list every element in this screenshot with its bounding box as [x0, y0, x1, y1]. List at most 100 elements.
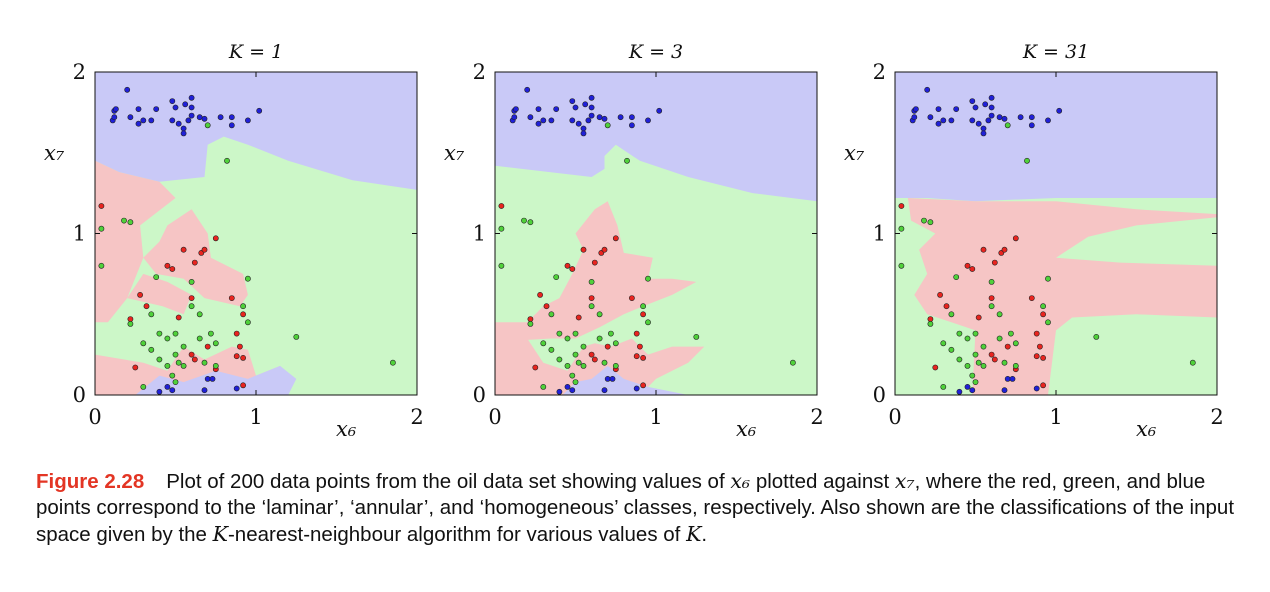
- point-homogeneous: [969, 387, 976, 394]
- y-tick-label: 1: [473, 222, 486, 246]
- point-laminar: [137, 291, 143, 298]
- y-axis-label: x₇: [44, 141, 65, 165]
- point-annular: [953, 274, 960, 280]
- point-homogeneous: [256, 107, 263, 114]
- caption-math: x₆: [730, 469, 751, 493]
- point-laminar: [1037, 343, 1043, 350]
- region-homogeneous: [895, 72, 1217, 202]
- plot-title: K = 1: [228, 41, 283, 63]
- x-axis-label: x₆: [1136, 417, 1157, 441]
- point-annular: [548, 346, 555, 353]
- point-homogeneous: [980, 125, 987, 132]
- point-homogeneous: [1056, 107, 1063, 114]
- point-annular: [612, 340, 619, 347]
- point-homogeneous: [580, 130, 587, 137]
- point-annular: [156, 330, 163, 337]
- point-laminar: [498, 203, 505, 209]
- point-homogeneous: [972, 104, 979, 111]
- point-homogeneous: [188, 94, 195, 101]
- point-annular: [996, 335, 1003, 342]
- caption-segment: plotted against: [750, 470, 895, 493]
- point-laminar: [580, 246, 587, 253]
- point-annular: [196, 335, 203, 342]
- point-homogeneous: [540, 117, 547, 124]
- point-laminar: [988, 295, 995, 301]
- plot-title: K = 31: [1022, 41, 1089, 63]
- point-homogeneous: [180, 130, 187, 137]
- point-laminar: [1004, 343, 1011, 350]
- point-annular: [164, 335, 171, 342]
- point-laminar: [1033, 353, 1040, 360]
- point-annular: [640, 303, 646, 310]
- point-homogeneous: [228, 114, 235, 121]
- point-laminar: [988, 351, 995, 358]
- point-laminar: [240, 354, 246, 361]
- point-homogeneous: [548, 117, 555, 124]
- point-annular: [389, 359, 396, 366]
- point-homogeneous: [217, 114, 224, 121]
- point-annular: [898, 262, 905, 269]
- y-tick-label: 1: [873, 222, 886, 246]
- point-annular: [693, 333, 700, 340]
- point-annular: [604, 122, 611, 129]
- point-laminar: [143, 303, 150, 310]
- region-laminar: [127, 273, 192, 315]
- point-homogeneous: [629, 114, 635, 121]
- point-homogeneous: [513, 106, 519, 112]
- point-annular: [1012, 362, 1019, 369]
- point-annular: [148, 346, 155, 353]
- point-homogeneous: [988, 94, 995, 101]
- point-laminar: [927, 316, 934, 322]
- point-annular: [996, 311, 1003, 318]
- point-homogeneous: [156, 388, 163, 395]
- point-annular: [645, 319, 651, 326]
- point-annular: [164, 362, 171, 369]
- point-homogeneous: [953, 106, 960, 112]
- point-annular: [596, 335, 603, 342]
- point-homogeneous: [113, 106, 119, 112]
- point-annular: [153, 274, 160, 280]
- y-axis-label: x₇: [444, 141, 465, 165]
- point-homogeneous: [609, 375, 616, 382]
- point-laminar: [637, 343, 643, 350]
- y-tick-label: 0: [473, 383, 486, 407]
- point-annular: [588, 303, 595, 310]
- point-homogeneous: [127, 114, 134, 121]
- point-homogeneous: [988, 104, 995, 111]
- point-annular: [898, 225, 905, 232]
- point-annular: [969, 372, 976, 379]
- point-homogeneous: [969, 98, 976, 104]
- point-homogeneous: [1028, 122, 1035, 129]
- point-annular: [1045, 275, 1051, 282]
- point-annular: [956, 356, 963, 363]
- point-annular: [201, 359, 208, 366]
- point-homogeneous: [629, 122, 635, 129]
- region-homogeneous: [135, 365, 297, 395]
- point-laminar: [188, 351, 195, 358]
- x-tick-label: 2: [410, 405, 423, 429]
- point-laminar: [191, 356, 198, 363]
- point-homogeneous: [180, 125, 187, 132]
- point-laminar: [601, 246, 608, 253]
- point-laminar: [180, 246, 187, 253]
- point-laminar: [591, 356, 598, 363]
- point-homogeneous: [169, 117, 176, 124]
- point-annular: [624, 157, 630, 164]
- point-laminar: [898, 203, 905, 209]
- point-annular: [569, 372, 576, 379]
- point-annular: [575, 359, 582, 366]
- region-laminar: [95, 160, 176, 323]
- x-tick-label: 0: [488, 405, 501, 429]
- point-annular: [527, 320, 534, 327]
- point-annular: [1040, 303, 1046, 310]
- point-homogeneous: [588, 94, 595, 101]
- point-homogeneous: [196, 114, 203, 121]
- point-homogeneous: [1001, 387, 1008, 394]
- point-laminar: [591, 259, 598, 266]
- point-annular: [921, 217, 927, 224]
- y-tick-label: 1: [73, 222, 86, 246]
- point-laminar: [640, 311, 646, 318]
- y-tick-label: 2: [473, 60, 486, 84]
- point-annular: [540, 383, 547, 390]
- y-tick-label: 0: [873, 383, 886, 407]
